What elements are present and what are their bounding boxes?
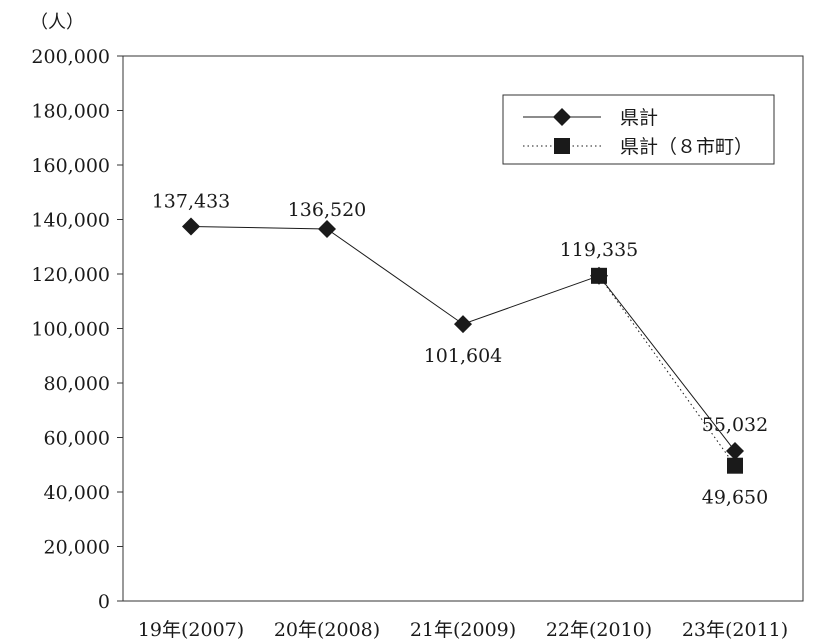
data-point-diamond <box>454 315 472 334</box>
y-tick-label: 140,000 <box>31 210 110 232</box>
y-tick-label: 120,000 <box>31 264 110 286</box>
y-tick-label: 60,000 <box>44 428 110 450</box>
legend-box <box>502 94 775 165</box>
x-tick-label: 22年(2010) <box>546 619 652 641</box>
data-point-diamond <box>182 217 200 236</box>
x-axis-ticks: 19年(2007) 20年(2008) 21年(2009) 22年(2010) 23年(… <box>138 619 788 641</box>
y-tick-label: 0 <box>98 591 110 613</box>
data-labels: 137,433 136,520 101,604 119,335 55,032 49,650 <box>152 190 769 508</box>
y-tick-label: 40,000 <box>44 482 110 504</box>
x-tick-label: 20年(2008) <box>274 619 380 641</box>
legend: 県計 県計（８市町） <box>502 94 775 165</box>
y-axis-ticks: 0 20,000 40,000 60,000 80,000 100,000 120,000 1… <box>31 46 123 613</box>
data-label: 137,433 <box>152 190 231 212</box>
data-label: 49,650 <box>702 487 768 509</box>
y-tick-label: 20,000 <box>44 537 110 559</box>
x-tick-label: 23年(2011) <box>682 619 788 641</box>
legend-diamond-marker <box>553 108 571 126</box>
data-point-square <box>727 457 743 474</box>
data-point-diamond <box>726 442 744 461</box>
series-line-1 <box>190 225 736 452</box>
y-axis-unit-label: （人） <box>30 12 84 33</box>
series-markers <box>182 217 744 474</box>
x-tick-label: 19年(2007) <box>138 619 244 641</box>
x-tick-label: 21年(2009) <box>410 619 516 641</box>
data-point-diamond <box>590 266 608 285</box>
data-label: 55,032 <box>702 414 768 436</box>
y-tick-label: 80,000 <box>44 373 110 395</box>
y-tick-label: 180,000 <box>31 101 110 123</box>
legend-square-marker <box>554 138 570 154</box>
data-label: 119,335 <box>560 239 639 261</box>
data-label: 101,604 <box>424 345 503 367</box>
legend-label-series-1: 県計 <box>620 107 658 129</box>
y-tick-label: 160,000 <box>31 155 110 177</box>
legend-label-series-2: 県計（８市町） <box>620 136 753 158</box>
series-line-2 <box>598 275 736 466</box>
y-tick-label: 100,000 <box>31 319 110 341</box>
data-label: 136,520 <box>288 199 367 221</box>
y-tick-label: 200,000 <box>31 46 110 68</box>
data-point-diamond <box>318 219 336 238</box>
